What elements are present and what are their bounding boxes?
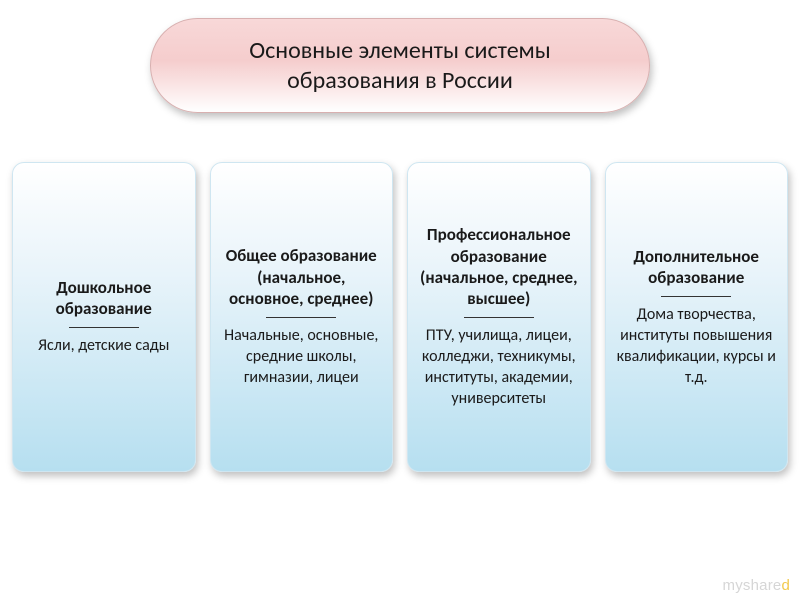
- cards-row: Дошкольное образование Ясли, детские сад…: [12, 162, 788, 472]
- card-additional: Дополнительное образование Дома творчест…: [605, 162, 789, 472]
- card-title: Профессиональное образование (начальное,…: [418, 224, 580, 309]
- card-body: Дома творчества, институты повышения ква…: [616, 305, 778, 388]
- card-divider: [69, 327, 139, 328]
- card-divider: [266, 317, 336, 318]
- card-title: Дошкольное образование: [23, 277, 185, 320]
- card-divider: [464, 317, 534, 318]
- card-title: Дополнительное образование: [616, 246, 778, 289]
- card-body: ПТУ, училища, лицеи, колледжи, техникумы…: [418, 326, 580, 409]
- card-body: Начальные, основные, средние школы, гимн…: [221, 326, 383, 388]
- card-general: Общее образование (начальное, основное, …: [210, 162, 394, 472]
- header-title: Основные элементы системы образования в …: [191, 36, 609, 96]
- watermark: myshared: [723, 577, 790, 594]
- card-divider: [661, 296, 731, 297]
- header-pill: Основные элементы системы образования в …: [150, 18, 650, 113]
- watermark-accent: d: [781, 577, 790, 594]
- watermark-prefix: myshare: [723, 577, 782, 594]
- card-preschool: Дошкольное образование Ясли, детские сад…: [12, 162, 196, 472]
- card-title: Общее образование (начальное, основное, …: [221, 245, 383, 309]
- card-body: Ясли, детские сады: [23, 336, 185, 357]
- card-professional: Профессиональное образование (начальное,…: [407, 162, 591, 472]
